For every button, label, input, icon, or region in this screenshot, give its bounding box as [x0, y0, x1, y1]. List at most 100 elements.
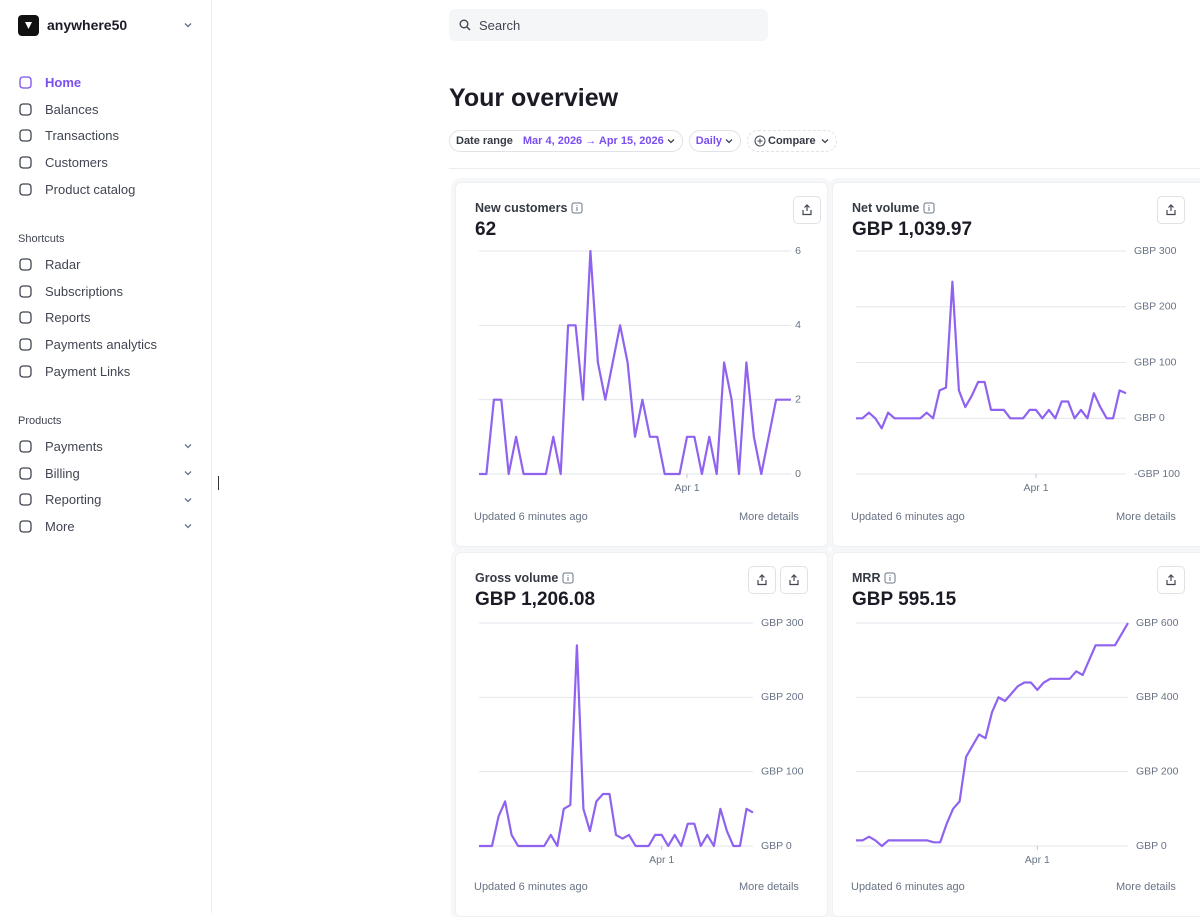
- chart-title: Net volume: [852, 201, 935, 215]
- line-chart: GBP 0 GBP 200 GBP 400 GBP 600 Apr 1: [856, 617, 1179, 866]
- nav-item[interactable]: Reporting: [18, 486, 193, 513]
- nav-label: Radar: [45, 256, 81, 272]
- nav-item[interactable]: Balances: [18, 96, 193, 123]
- nav-item[interactable]: Transactions: [18, 122, 193, 149]
- nav-item[interactable]: Payments: [18, 433, 193, 460]
- icon-shape: [19, 440, 32, 453]
- chevron-path: [184, 497, 192, 503]
- nav-item[interactable]: Home: [18, 69, 193, 96]
- nav-item[interactable]: Payment Links: [18, 358, 193, 385]
- nav-label: Reporting: [45, 492, 102, 508]
- more-details[interactable]: More details: [739, 881, 799, 893]
- search-bar[interactable]: Search: [449, 9, 768, 41]
- icon-shape: [19, 520, 32, 533]
- nav-icon: [19, 440, 32, 453]
- y-tick-label: GBP 0: [1136, 840, 1167, 852]
- info-box: [884, 572, 896, 584]
- chart-card: GBP 0 GBP 200 GBP 400 GBP 600 Apr 1 MRR GBP 59…: [832, 552, 1200, 917]
- compare-label: Compare: [768, 135, 816, 147]
- nav-label: Product catalog: [45, 181, 136, 197]
- x-tick-label: Apr 1: [674, 482, 699, 494]
- export-button[interactable]: [780, 566, 808, 594]
- nav-item[interactable]: Product catalog: [18, 176, 193, 203]
- date-range-value: Mar 4, 2026 → Apr 15, 2026: [522, 135, 664, 147]
- icon-shape: [19, 338, 32, 351]
- workspace-switcher[interactable]: anywhere50: [18, 14, 193, 36]
- chevron-path: [184, 524, 192, 529]
- export-path: [789, 574, 799, 586]
- updated-note: Updated 6 minutes ago: [474, 511, 588, 523]
- icon-shape: [19, 284, 32, 298]
- nav-icon: [19, 182, 32, 196]
- icon-shape: [19, 493, 32, 506]
- export-icon: [789, 574, 799, 586]
- nav-item[interactable]: Reports: [18, 304, 193, 331]
- nav-item[interactable]: Subscriptions: [18, 278, 193, 305]
- line-chart: 0 2 4 6 Apr 1: [479, 245, 801, 494]
- y-tick-label: GBP 200: [761, 691, 804, 703]
- chart-value: GBP 595.15: [852, 589, 957, 610]
- updated-note: Updated 6 minutes ago: [474, 881, 588, 893]
- chart-value: GBP 1,206.08: [475, 589, 596, 610]
- export-button[interactable]: [1157, 196, 1185, 224]
- export-icon: [1166, 574, 1176, 586]
- chart-title: MRR: [852, 571, 896, 585]
- date-range-filter[interactable]: Date range Mar 4, 2026 → Apr 15, 2026: [449, 130, 683, 152]
- chart-title-text: Net volume: [852, 201, 920, 215]
- main-nav: Home Balances Transactions Customers Product…: [18, 69, 193, 202]
- x-tick-label: Apr 1: [649, 854, 674, 866]
- data-line: [479, 644, 754, 848]
- export-button[interactable]: [748, 566, 776, 594]
- y-tick-label: -GBP 100: [1134, 468, 1180, 480]
- y-tick-label: 6: [795, 245, 801, 257]
- icon-shape: [19, 364, 32, 378]
- page-title: Your overview: [449, 84, 619, 112]
- nav-label: Home: [45, 74, 82, 90]
- nav-item[interactable]: Radar: [18, 251, 193, 278]
- shortcuts-nav: Shortcuts Radar Subscriptions Reports Paymen…: [18, 227, 193, 384]
- search-placeholder: Search: [479, 17, 521, 33]
- nav-icon: [19, 156, 32, 169]
- more-details[interactable]: More details: [1116, 881, 1176, 893]
- icon-shape: [19, 182, 32, 196]
- y-tick-label: GBP 100: [761, 765, 804, 777]
- export-button[interactable]: [1157, 566, 1185, 594]
- workspace-name: anywhere50: [47, 17, 128, 33]
- data-line: [856, 280, 1127, 430]
- icon-shape: [19, 129, 32, 142]
- compare-filter[interactable]: Compare: [747, 130, 837, 152]
- icon-shape: [19, 156, 32, 169]
- data-line: [856, 622, 1129, 848]
- nav-icon: [19, 129, 32, 142]
- updated-note: Updated 6 minutes ago: [851, 881, 965, 893]
- chevron: [184, 524, 192, 529]
- data-line: [479, 249, 791, 476]
- nav-icon: [19, 520, 32, 533]
- nav-label: Payments: [45, 438, 103, 454]
- more-details[interactable]: More details: [1116, 511, 1176, 523]
- export-icon: [802, 204, 812, 216]
- nav-item[interactable]: Payments analytics: [18, 331, 193, 358]
- chart-title: Gross volume: [475, 571, 574, 585]
- nav-label: Balances: [45, 101, 99, 117]
- y-tick-label: 4: [795, 319, 801, 331]
- y-tick-label: GBP 100: [1134, 356, 1177, 368]
- nav-icon: [19, 493, 32, 506]
- nav-icon: [19, 311, 32, 324]
- export-button[interactable]: [793, 196, 821, 224]
- nav-item[interactable]: Customers: [18, 149, 193, 176]
- y-tick-label: 0: [795, 468, 801, 480]
- chart-value: 62: [475, 219, 497, 240]
- nav-label: More: [45, 518, 75, 534]
- nav-icon: [19, 364, 32, 378]
- nav-item[interactable]: More: [18, 513, 193, 540]
- more-details[interactable]: More details: [739, 511, 799, 523]
- export-path: [802, 204, 812, 216]
- interval-filter[interactable]: Daily: [688, 130, 741, 152]
- products-nav: Products Payments Billing Reporting More: [18, 409, 193, 540]
- export-path: [1166, 574, 1176, 586]
- nav-item[interactable]: Billing: [18, 460, 193, 487]
- y-tick-label: GBP 300: [761, 617, 804, 629]
- y-tick-label: GBP 300: [1134, 245, 1177, 257]
